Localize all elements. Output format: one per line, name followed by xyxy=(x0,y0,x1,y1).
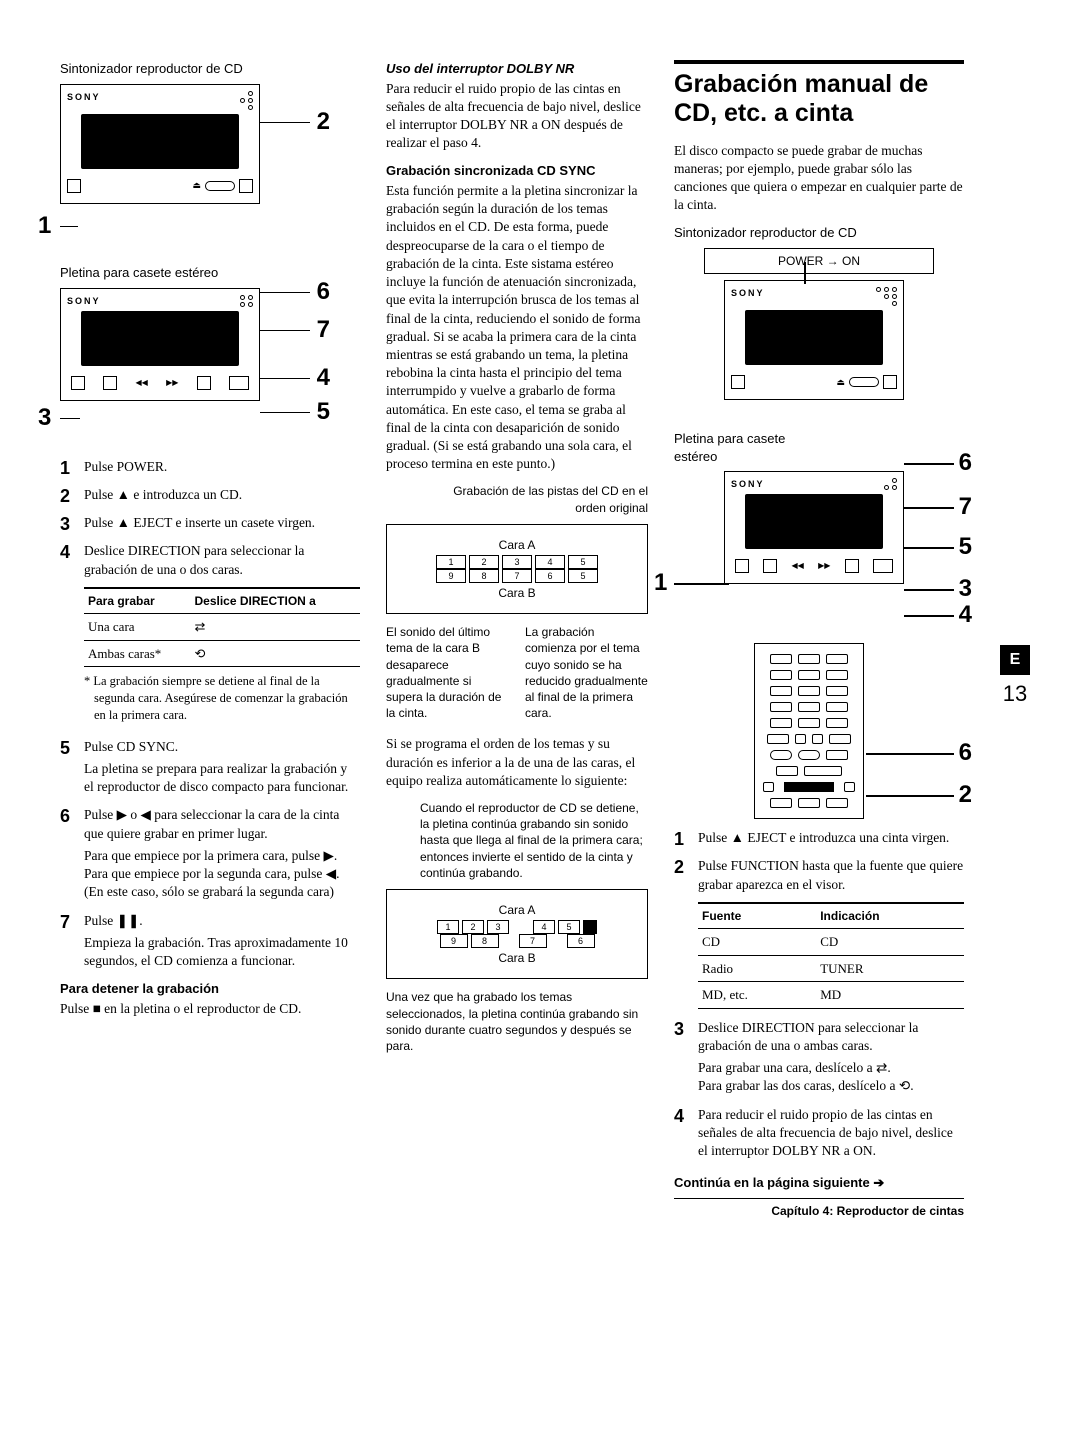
stop-heading: Para detener la grabación xyxy=(60,980,360,998)
step-item: Pulse ▲ EJECT e introduzca una cinta vir… xyxy=(674,829,964,847)
step-item: Pulse ▲ e introduzca un CD. xyxy=(60,486,360,504)
callout-6: 6 xyxy=(959,741,972,765)
callout-7: 7 xyxy=(959,495,972,519)
brand-logo: SONY xyxy=(67,295,101,307)
page-layout: Sintonizador reproductor de CD SONY ⏏ 1 … xyxy=(60,60,1030,1219)
step-item: Pulse ▶ o ◀ para seleccionar la cara de … xyxy=(60,806,360,901)
diagram2-caption: Cuando el reproductor de CD se detiene, … xyxy=(386,800,648,881)
brand-logo: SONY xyxy=(731,287,765,299)
dolby-heading: Uso del interruptor DOLBY NR xyxy=(386,60,648,78)
callout-3: 3 xyxy=(38,406,51,430)
device-screen xyxy=(745,310,883,365)
stop-text: Pulse ■ en la pletina o el reproductor d… xyxy=(60,1000,360,1018)
source-table: FuenteIndicación CDCD RadioTUNER MD, etc… xyxy=(698,902,964,1009)
brand-logo: SONY xyxy=(67,91,101,103)
direction-table: Para grabarDeslice DIRECTION a Una cara⇄… xyxy=(84,587,360,667)
callout-1: 1 xyxy=(38,214,51,238)
dolby-text: Para reducir el ruido propio de las cint… xyxy=(386,80,648,153)
callout-6: 6 xyxy=(959,451,972,475)
cdsync-text: Esta función permite a la pletina sincro… xyxy=(386,182,648,474)
step-item: Pulse POWER. xyxy=(60,458,360,476)
device1-label: Sintonizador reproductor de CD xyxy=(674,224,964,242)
device-button xyxy=(239,179,253,193)
column-middle: Uso del interruptor DOLBY NR Para reduci… xyxy=(386,60,648,1219)
diagram1-caption: Grabación de las pistas del CD en el ord… xyxy=(386,483,648,515)
callout-1: 1 xyxy=(654,571,667,595)
note-right: La grabación comienza por el tema cuyo s… xyxy=(525,624,648,721)
intro-text: El disco compacto se puede grabar de muc… xyxy=(674,142,964,215)
table-footnote: * La grabación siempre se detiene al fin… xyxy=(84,673,360,724)
section-letter: E xyxy=(1000,645,1030,675)
note-left: El sonido del último tema de la cara B d… xyxy=(386,624,509,721)
tape-diagram-2: Cara A 1 2 3 4 5 9 8 7 6 Cara B xyxy=(386,889,648,979)
program-text: Si se programa el orden de los temas y s… xyxy=(386,735,648,790)
column-right: Grabación manual de CD, etc. a cinta El … xyxy=(674,60,964,1219)
cdsync-heading: Grabación sincronizada CD SYNC xyxy=(386,162,648,180)
callout-4: 4 xyxy=(959,603,972,627)
main-title: Grabación manual de CD, etc. a cinta xyxy=(674,60,964,128)
callout-5: 5 xyxy=(317,400,330,424)
step-item: Deslice DIRECTION para seleccionar la gr… xyxy=(60,542,360,723)
chapter-footer: Capítulo 4: Reproductor de cintas xyxy=(674,1198,964,1219)
step-item: Pulse CD SYNC. La pletina se prepara par… xyxy=(60,738,360,797)
device1-label: Sintonizador reproductor de CD xyxy=(60,60,360,78)
continue-link: Continúa en la página siguiente ➔ xyxy=(674,1174,964,1192)
step-item: Deslice DIRECTION para seleccionar la gr… xyxy=(674,1019,964,1096)
callout-2: 2 xyxy=(959,783,972,807)
callout-5: 5 xyxy=(959,535,972,559)
tape-diagram-1: Cara A 1 2 3 4 5 9 8 7 6 5 Cara B xyxy=(386,524,648,614)
device-button xyxy=(67,179,81,193)
step-item: Pulse FUNCTION hasta que la fuente que q… xyxy=(674,857,964,1008)
step-item: Pulse ❚❚. Empieza la grabación. Tras apr… xyxy=(60,912,360,971)
callout-6: 6 xyxy=(317,280,330,304)
power-indicator: POWER → ON xyxy=(704,248,934,274)
callout-7: 7 xyxy=(317,318,330,342)
device2-label: Pletina para casete estéreo xyxy=(60,264,218,282)
callout-4: 4 xyxy=(317,366,330,390)
callout-2: 2 xyxy=(317,110,330,134)
step-item: Pulse ▲ EJECT e inserte un casete virgen… xyxy=(60,514,360,532)
device-screen xyxy=(81,311,239,366)
device2-label: Pletina para casete estéreo xyxy=(674,430,794,465)
after-diagram-text: Una vez que ha grabado los temas selecci… xyxy=(386,989,648,1054)
steps-list-right: Pulse ▲ EJECT e introduzca una cinta vir… xyxy=(674,829,964,1160)
diagram1-notes: El sonido del último tema de la cara B d… xyxy=(386,624,648,721)
callout-3: 3 xyxy=(959,577,972,601)
device-screen xyxy=(745,494,883,549)
steps-list-1: Pulse POWER. Pulse ▲ e introduzca un CD.… xyxy=(60,458,360,970)
remote-diagram xyxy=(754,643,864,819)
device-tray xyxy=(205,181,235,191)
step-item: Para reducir el ruido propio de las cint… xyxy=(674,1106,964,1161)
column-left: Sintonizador reproductor de CD SONY ⏏ 1 … xyxy=(60,60,360,1219)
brand-logo: SONY xyxy=(731,478,765,490)
device-screen xyxy=(81,114,239,169)
page-number: 13 xyxy=(1000,679,1030,709)
